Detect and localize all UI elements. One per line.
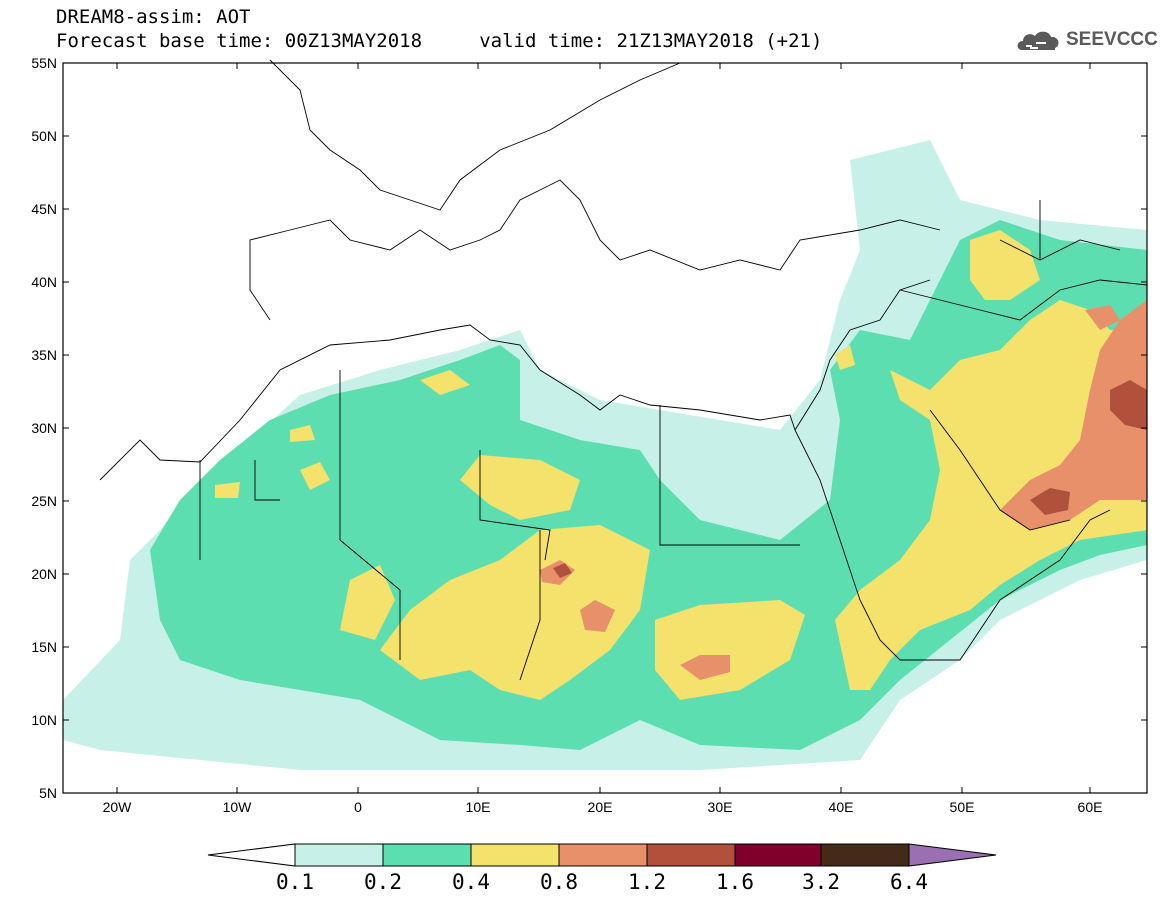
colorbar-label: 1.2	[628, 870, 666, 894]
lon-label: 10W	[223, 799, 253, 815]
lat-label: 5N	[39, 785, 57, 801]
tick-marks	[63, 62, 1147, 793]
colorbar-label: 1.6	[716, 870, 754, 894]
aot-field	[63, 140, 1147, 770]
colorbar-swatch	[734, 843, 822, 867]
colorbar-label: 0.8	[540, 870, 578, 894]
colorbar-label: 3.2	[802, 870, 840, 894]
lat-label: 45N	[31, 201, 57, 217]
lon-label: 10E	[466, 799, 491, 815]
lat-label: 50N	[31, 128, 57, 144]
cloud-icon	[1017, 31, 1059, 50]
forecast-times: Forecast base time: 00Z13MAY2018 valid t…	[56, 30, 823, 52]
lon-label: 20W	[103, 799, 133, 815]
colorbar-over-arrow	[908, 843, 997, 867]
lon-label: 40E	[829, 799, 854, 815]
lon-label: 30E	[708, 799, 733, 815]
map-title: DREAM8-assim: AOT	[56, 6, 251, 28]
colorbar-swatch	[558, 843, 648, 867]
colorbar-swatch	[820, 843, 910, 867]
colorbar-swatch	[470, 843, 560, 867]
lat-label: 55N	[31, 55, 57, 71]
colorbar-swatch	[646, 843, 736, 867]
lat-label: 25N	[31, 493, 57, 509]
lon-label: 50E	[950, 799, 975, 815]
lat-label: 30N	[31, 420, 57, 436]
lon-label: 60E	[1078, 799, 1103, 815]
lat-label: 20N	[31, 566, 57, 582]
colorbar	[207, 843, 997, 867]
lon-label: 0	[354, 799, 362, 815]
colorbar-label: 6.4	[890, 870, 928, 894]
coastlines-and-borders	[99, 59, 1148, 681]
lat-label: 15N	[31, 639, 57, 655]
lat-label: 40N	[31, 274, 57, 290]
colorbar-swatch	[382, 843, 472, 867]
seevccc-logo: SEEVCCC	[1016, 26, 1158, 56]
lat-label: 35N	[31, 347, 57, 363]
aot-1.2-1.6	[553, 380, 1147, 578]
colorbar-label: 0.4	[452, 870, 490, 894]
logo-text: SEEVCCC	[1066, 29, 1158, 50]
lon-label: 20E	[588, 799, 613, 815]
aot-0.4-0.8	[215, 230, 1147, 700]
colorbar-label: 0.2	[364, 870, 402, 894]
colorbar-under-arrow	[207, 843, 296, 867]
colorbar-label: 0.1	[276, 870, 314, 894]
lat-label: 10N	[31, 712, 57, 728]
colorbar-swatch	[294, 843, 384, 867]
